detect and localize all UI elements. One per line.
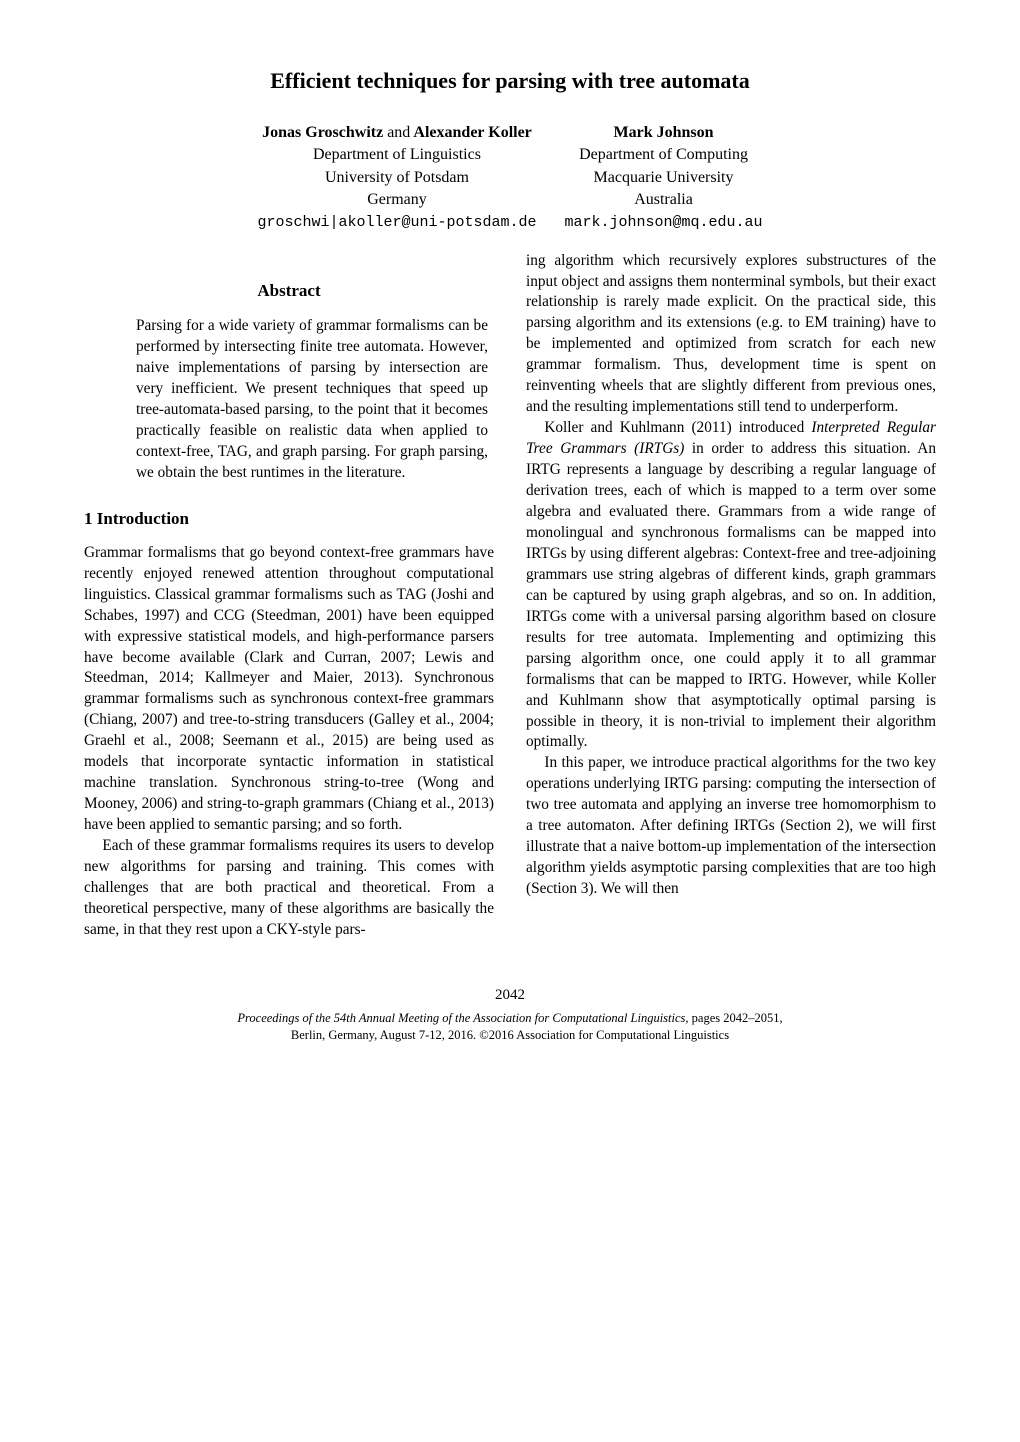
abstract-heading: Abstract [84,279,494,302]
author-right: Mark Johnson Department of Computing Mac… [565,122,763,233]
left-column: Abstract Parsing for a wide variety of g… [84,251,494,941]
author-left-dept: Department of Linguistics [257,144,536,166]
section-1-para-5: In this paper, we introduce practical al… [526,753,936,900]
footer-citation: Proceedings of the 54th Annual Meeting o… [84,1010,936,1044]
abstract-body: Parsing for a wide variety of grammar fo… [136,316,488,484]
section-1-para-2: Each of these grammar formalisms require… [84,836,494,941]
footer-pages: , pages 2042–2051, [685,1011,782,1025]
author-right-names: Mark Johnson [565,122,763,144]
page-footer: 2042 Proceedings of the 54th Annual Meet… [84,987,936,1044]
section-1-para-1: Grammar formalisms that go beyond contex… [84,543,494,836]
author-right-email: mark.johnson@mq.edu.au [565,212,763,233]
section-1-para-3: ing algorithm which recursively explores… [526,251,936,419]
author-left: Jonas Groschwitz and Alexander Koller De… [257,122,536,233]
author-right-country: Australia [565,189,763,211]
author-left-country: Germany [257,189,536,211]
footer-venue: Berlin, Germany, August 7-12, 2016. ©201… [291,1028,729,1042]
footer-proceedings: Proceedings of the 54th Annual Meeting o… [237,1011,685,1025]
body-columns: Abstract Parsing for a wide variety of g… [84,251,936,941]
author-right-univ: Macquarie University [565,167,763,189]
author-right-dept: Department of Computing [565,144,763,166]
author-left-univ: University of Potsdam [257,167,536,189]
author-left-names: Jonas Groschwitz and Alexander Koller [257,122,536,144]
right-column: ing algorithm which recursively explores… [526,251,936,941]
section-1-para-4: Koller and Kuhlmann (2011) introduced In… [526,418,936,753]
paper-title: Efficient techniques for parsing with tr… [84,68,936,94]
authors-block: Jonas Groschwitz and Alexander Koller De… [84,122,936,233]
page-number: 2042 [84,987,936,1004]
section-1-heading: 1 Introduction [84,507,494,530]
author-left-email: groschwi|akoller@uni-potsdam.de [257,212,536,233]
